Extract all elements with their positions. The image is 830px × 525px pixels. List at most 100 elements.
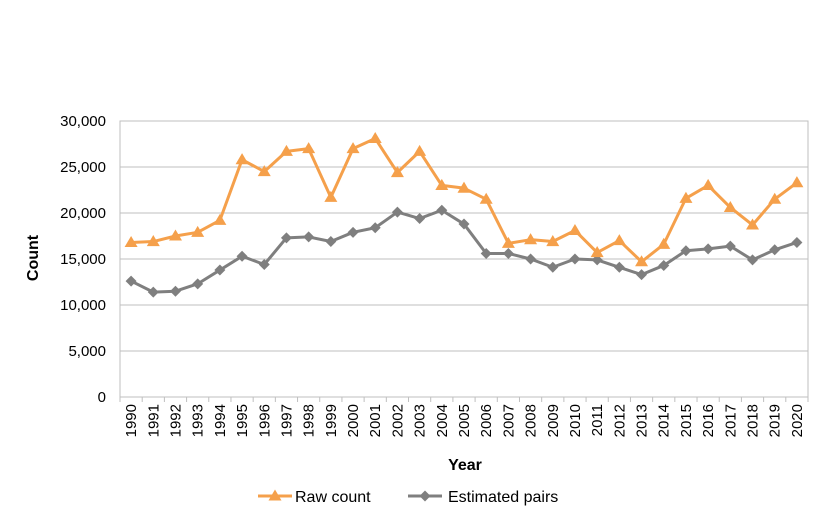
data-point	[125, 275, 137, 287]
data-point	[302, 142, 316, 154]
data-point	[590, 246, 604, 258]
data-point	[701, 178, 715, 190]
data-point	[613, 261, 625, 273]
x-tick-label: 2001	[367, 404, 384, 437]
y-tick-label: 5,000	[68, 343, 106, 360]
data-point	[124, 235, 138, 247]
x-tick-label: 2016	[700, 404, 717, 437]
x-tick-label: 2003	[412, 404, 429, 437]
data-point	[612, 234, 626, 246]
data-point	[435, 178, 449, 190]
data-point	[214, 264, 226, 276]
data-point	[768, 192, 782, 204]
data-point	[501, 236, 515, 248]
data-point	[546, 235, 560, 247]
data-point	[368, 131, 382, 144]
legend-item: Estimated pairs	[408, 489, 558, 506]
x-tick-label: 2002	[389, 404, 406, 437]
data-point	[569, 253, 581, 265]
data-point	[524, 233, 538, 245]
x-tick-label: 2015	[678, 404, 695, 437]
x-tick-label: 1999	[323, 404, 340, 437]
series-group	[124, 131, 804, 298]
data-point	[769, 244, 781, 256]
data-point	[325, 236, 337, 248]
legend-marker	[419, 490, 431, 502]
x-tick-label: 2018	[745, 404, 762, 437]
data-point	[480, 247, 492, 259]
data-point	[525, 253, 537, 265]
x-tick-label: 1997	[278, 404, 295, 437]
x-tick-label: 2017	[722, 404, 739, 437]
data-point	[679, 191, 693, 203]
data-point	[414, 213, 426, 225]
data-point	[702, 243, 714, 255]
data-point	[258, 259, 270, 271]
legend-label: Estimated pairs	[448, 489, 558, 506]
data-point	[457, 181, 471, 193]
data-point	[191, 225, 205, 237]
y-axis-title: Count	[25, 234, 42, 281]
data-point	[146, 235, 160, 247]
x-tick-label: 2006	[478, 404, 495, 437]
data-point	[303, 231, 315, 243]
data-point	[568, 223, 582, 236]
legend-marker	[268, 489, 282, 501]
data-point	[502, 247, 514, 259]
x-tick-label: 2000	[345, 404, 362, 437]
series-raw-count	[124, 131, 804, 267]
data-point	[791, 236, 803, 248]
x-tick-label: 1991	[145, 404, 162, 437]
x-axis-title: Year	[448, 457, 482, 474]
data-point	[169, 285, 181, 297]
data-point	[723, 200, 737, 213]
data-point	[657, 237, 671, 249]
data-point	[436, 204, 448, 216]
data-point	[147, 286, 159, 298]
data-point	[390, 166, 404, 178]
data-point	[591, 254, 603, 266]
data-point	[635, 255, 649, 267]
data-point	[790, 176, 804, 188]
y-tick-label: 10,000	[60, 297, 106, 314]
x-tick-label: 1990	[123, 404, 140, 437]
x-tick-label: 2008	[523, 404, 540, 437]
x-tick-label: 1992	[167, 404, 184, 437]
x-tick-label: 2007	[500, 404, 517, 437]
y-tick-label: 15,000	[60, 251, 106, 268]
data-point	[346, 142, 360, 154]
data-point	[280, 232, 292, 244]
data-point	[369, 222, 381, 234]
data-point	[413, 144, 427, 156]
data-point	[168, 229, 182, 241]
data-point	[747, 254, 759, 266]
x-tick-label: 2014	[656, 404, 673, 437]
data-point	[636, 269, 648, 281]
data-point	[192, 278, 204, 290]
data-point	[257, 165, 271, 177]
data-point	[680, 245, 692, 257]
legend: Raw count Estimated pairs	[258, 489, 558, 506]
x-tick-label: 2004	[434, 404, 451, 437]
x-tick-label: 1996	[256, 404, 273, 437]
data-point	[279, 144, 293, 156]
x-tick-label: 2019	[767, 404, 784, 437]
x-tick-label: 2011	[589, 404, 606, 436]
x-tick-label: 2005	[456, 404, 473, 437]
y-tick-label: 20,000	[60, 205, 106, 222]
data-point	[235, 153, 249, 165]
data-point	[213, 213, 227, 225]
data-point	[458, 218, 470, 230]
gridlines	[119, 120, 809, 398]
data-point	[236, 250, 248, 262]
y-tick-label: 0	[98, 389, 106, 406]
data-point	[391, 206, 403, 218]
data-point	[479, 192, 493, 204]
legend-item: Raw count	[258, 489, 371, 506]
x-tick-label: 2020	[789, 404, 806, 437]
x-tick-label: 2009	[545, 404, 562, 437]
data-point	[547, 261, 559, 273]
x-tick-label: 2010	[567, 404, 584, 437]
data-point	[324, 190, 338, 202]
